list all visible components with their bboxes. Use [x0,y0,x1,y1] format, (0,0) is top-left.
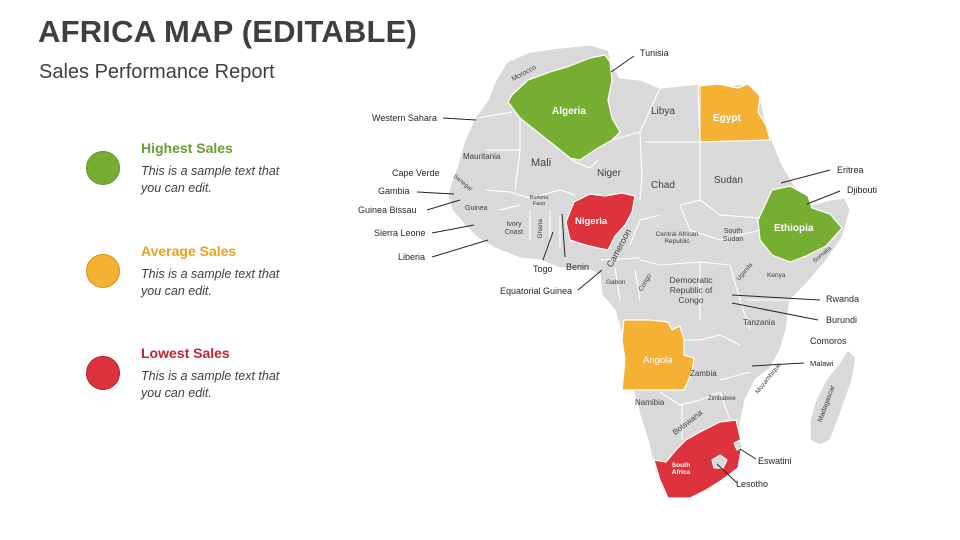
label-angola: Angola [643,355,673,366]
label-chad: Chad [651,180,675,191]
callout-rwanda: Rwanda [826,294,860,304]
leader-togo [542,231,554,261]
callout-malawi: Malawi [810,359,834,368]
madagascar-shape [809,349,857,446]
leader-eritrea [780,169,831,184]
callout-western-sahara: Western Sahara [372,113,437,123]
highest-sales-dot-icon [86,151,120,185]
eswatini-shape [733,439,744,451]
callout-comoros: Comoros [810,336,847,346]
label-zimbabwe: Zimbabwe [708,396,736,402]
legend-item-lowest: Lowest Sales This is a sample text that … [86,345,306,422]
label-south-africa: South Africa [671,462,691,477]
label-ghana: Ghana [537,218,545,239]
label-niger: Niger [597,168,621,179]
callout-benin: Benin [566,262,590,272]
callout-sierra-leone: Sierra Leone [374,228,426,238]
label-zambia: Zambia [690,369,717,378]
legend-title-highest: Highest Sales [141,140,233,156]
leader-western-sahara [442,117,477,121]
label-tanzania: Tanzania [743,318,776,327]
label-nigeria: Nigeria [575,216,608,227]
leader-eswatini [739,448,757,460]
legend-desc-lowest: This is a sample text that you can edit. [141,369,280,400]
legend-desc-highest: This is a sample text that you can edit. [141,164,280,195]
callout-liberia: Liberia [398,252,426,262]
callout-djibouti: Djibouti [847,185,878,195]
label-gabon: Gabon [606,279,626,286]
leader-liberia [431,239,489,258]
algeria-shape [507,54,621,161]
leader-benin [561,213,566,258]
leader-djibouti [806,190,841,205]
legend-item-average: Average Sales This is a sample text that… [86,243,306,320]
callout-burundi: Burundi [826,315,858,325]
label-ethiopia: Ethiopia [774,223,814,234]
leader-equatorial-guinea [577,269,603,291]
callout-eswatini: Eswatini [758,456,792,466]
label-drc: Democratic Republic of Congo [669,275,713,305]
page-subtitle: Sales Performance Report [39,61,275,83]
africa-landmass [447,44,851,499]
ethiopia-shape [757,185,843,263]
legend-item-highest: Highest Sales This is a sample text that… [86,140,306,217]
label-egypt: Egypt [713,113,741,124]
label-libya: Libya [651,106,675,117]
label-mauritania: Mauritania [463,152,501,161]
label-south-sudan: South Sudan [722,228,744,244]
average-sales-dot-icon [86,254,120,288]
page-title: AFRICA MAP (EDITABLE) [38,14,418,49]
callout-eritrea: Eritrea [837,165,864,175]
callout-cape-verde: Cape Verde [392,168,440,178]
callout-guinea-bissau: Guinea Bissau [358,205,417,215]
nigeria-shape [565,192,636,251]
leader-rwanda [731,294,821,301]
callout-tunisia: Tunisia [640,48,669,58]
label-central-african-republic: Central African Republic [655,231,699,246]
label-algeria: Algeria [552,106,586,117]
leader-gambia [416,191,455,195]
leader-lesotho [716,463,738,484]
callout-lesotho: Lesotho [736,479,769,489]
label-mali: Mali [531,157,552,169]
callout-equatorial-guinea: Equatorial Guinea [500,286,573,296]
egypt-shape [697,83,771,143]
leader-tunisia [610,55,635,73]
label-ivory-coast: Ivory Coast [504,221,524,237]
callout-gambia: Gambia [378,186,410,196]
leader-burundi [731,302,819,321]
lesotho-shape [711,454,728,469]
label-guinea: Guinea [465,205,488,212]
label-namibia: Namibia [635,398,665,407]
leader-guinea-bissau [426,199,461,211]
label-sudan: Sudan [714,175,743,186]
legend-title-lowest: Lowest Sales [141,345,230,361]
leader-sierra-leone [431,224,475,234]
legend-title-average: Average Sales [141,243,237,259]
label-burkina-faso: Burkina Faso [529,195,549,208]
legend-desc-average: This is a sample text that you can edit. [141,267,280,298]
callout-togo: Togo [533,264,553,274]
leader-malawi [751,362,805,367]
label-kenya: Kenya [767,272,786,279]
angola-shape [621,319,695,391]
border-lines [477,86,790,440]
lowest-sales-dot-icon [86,356,120,390]
